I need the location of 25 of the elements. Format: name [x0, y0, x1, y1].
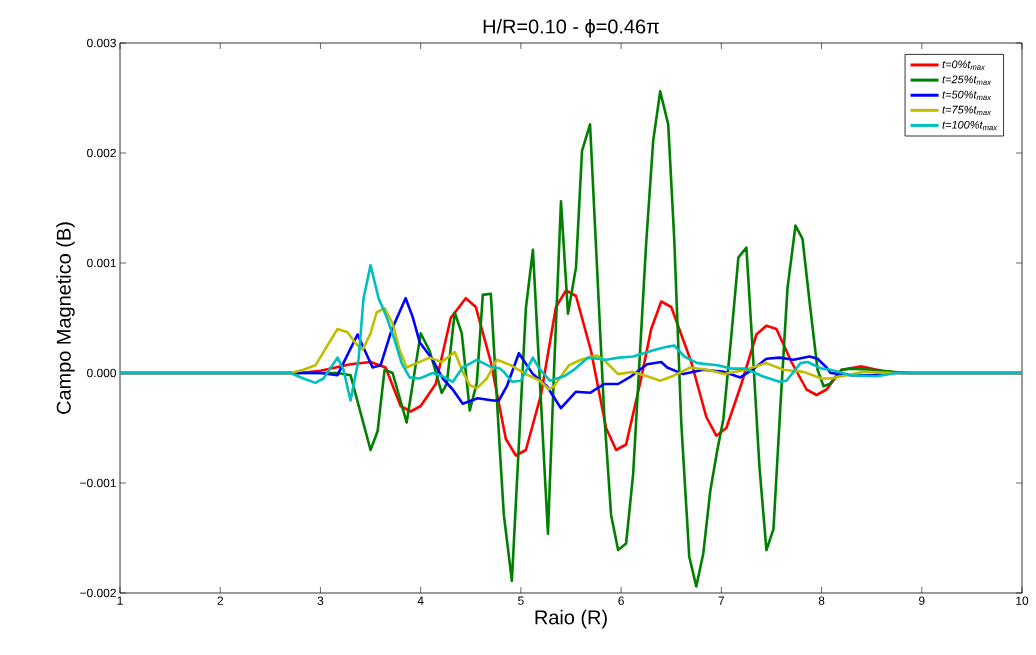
- x-tick-label: 9: [919, 596, 925, 605]
- legend-label: t=100%t$_{max}$: [942, 120, 998, 131]
- x-axis-title: Raio (R): [535, 609, 607, 629]
- legend-label: t=25%t$_{max}$: [942, 75, 992, 85]
- x-tick-label: 3: [317, 596, 324, 605]
- x-tick-label: 2: [217, 596, 223, 605]
- x-tick-label: 4: [417, 596, 424, 605]
- y-tick-label: 0.003: [87, 38, 116, 48]
- y-tick-label: 0.000: [87, 368, 117, 378]
- x-tick-label: 1: [117, 596, 123, 605]
- legend-label: t=0%t$_{max}$: [942, 60, 986, 70]
- x-tick-label: 7: [718, 596, 725, 605]
- x-tick-label: 8: [818, 596, 825, 605]
- y-tick-label: 0.002: [87, 148, 116, 158]
- x-tick-label: 6: [618, 596, 624, 605]
- line-series: [120, 263, 1022, 402]
- y-tick-label: −0.001: [80, 478, 116, 488]
- x-tick-label: 10: [1016, 596, 1029, 605]
- y-tick-label: 0.001: [87, 258, 116, 268]
- chart-title: H/R=0.10 - ϕ=0.46π: [483, 18, 659, 38]
- legend-label: t=75%t$_{max}$: [942, 105, 992, 116]
- x-tick-label: 5: [518, 596, 524, 605]
- y-axis-title: Campo Magnetico (B): [56, 222, 75, 414]
- legend-label: t=50%t$_{max}$: [942, 90, 992, 101]
- y-tick-label: −0.002: [80, 588, 116, 598]
